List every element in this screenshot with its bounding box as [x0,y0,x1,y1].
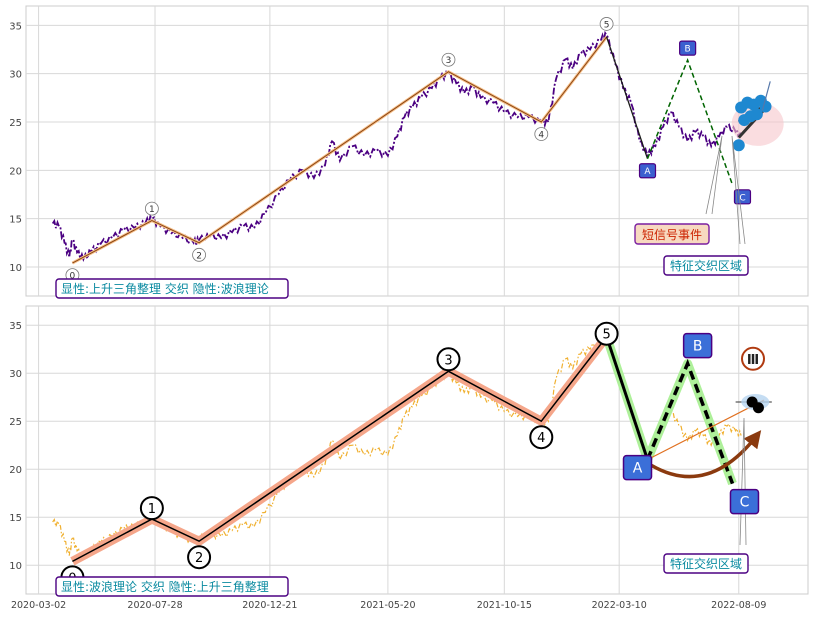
top-triangle-marker [732,139,745,152]
x-tick-label: 2021-05-20 [360,600,415,611]
bottom-y-tick-label: 25 [9,417,22,428]
top-y-tick-label: 25 [9,118,22,129]
bottom-roman-badge-label: Ⅲ [747,353,759,368]
top-y-tick-label: 30 [9,70,22,81]
top-wave-label-5: 5 [604,20,610,30]
top-wave-marker-2 [192,247,206,262]
bottom-wave-label-4: 4 [537,431,545,446]
top-wave-label-3: 3 [446,56,452,66]
top-panel: 10 15 20 25 30 35 0 1 2 3 4 5 A B C 短信号事件特征交织区域显性:上升三角整… [9,5,809,299]
x-tick-label: 2021-10-15 [477,600,532,611]
bottom-abc-line-a [605,336,649,461]
bottom-abc-marker-B [682,332,713,359]
bottom-abc-label-B: B [693,339,703,355]
top-abc-label-C: C [739,193,745,203]
top-abc-line-a [605,36,649,159]
bottom-zone-label: 特征交织区域 [670,556,742,571]
x-tick-label: 2022-08-09 [711,600,766,611]
top-wave-line [72,36,607,264]
top-wave-label-4: 4 [538,131,544,141]
bottom-y-tick-label: 15 [9,513,22,524]
top-plot-area [25,5,809,297]
bottom-y-tick-label: 35 [9,321,22,332]
x-tick-label: 2020-07-28 [127,600,182,611]
top-wave-marker-4 [534,127,549,141]
bottom-wave-marker-5 [594,321,619,346]
top-zone-label: 特征交织区域 [670,258,742,273]
bottom-abc-line-bc [645,358,735,485]
top-y-tick-label: 35 [9,21,22,32]
top-y-tick-label: 20 [9,166,22,177]
bottom-wave-line [72,336,608,563]
top-wave-label-0: 0 [70,272,76,282]
x-axis: 2020-03-02 2020-07-28 2020-12-21 2021-05-20… [11,600,766,611]
bottom-pattern-label: 显性:波浪理论 交织 隐性:上升三角整理 [61,579,269,594]
top-abc-marker-B [679,40,697,56]
bottom-breakout-arrow [650,430,762,479]
bottom-roman-badge [741,346,765,371]
bottom-triangle-support [647,399,765,461]
bottom-abc-label-A: A [633,461,643,477]
bottom-wave-label-1: 1 [148,502,156,517]
x-tick-label: 2020-03-02 [11,600,66,611]
top-triangle-marker [759,100,772,113]
bottom-panel: 101520253035Ⅲ012345ABC特征交织区域显性:波浪理论 交织 隐… [9,305,809,597]
x-tick-label: 2022-03-10 [592,600,647,611]
top-y-tick-label: 15 [9,215,22,226]
bottom-triangle-marker [752,402,764,414]
top-wave-marker-3 [441,52,456,67]
bottom-y-tick-label: 20 [9,465,22,476]
top-short-signal-label: 短信号事件 [642,228,702,242]
top-abc-label-B: B [685,45,691,55]
top-wave-label-2: 2 [196,251,202,261]
top-abc-marker-A [638,163,657,179]
top-signal-zone [731,101,784,146]
top-wave-marker-5 [599,17,614,31]
top-short-signal-box [634,223,710,245]
top-y-tick-label: 10 [9,263,22,274]
bottom-plot-area [25,305,809,595]
bottom-wave-marker-3 [436,347,461,372]
top-breakout-arrow [761,81,771,111]
bottom-abc-label-C: C [740,495,750,511]
top-pattern-box [55,278,289,299]
bottom-y-tick-label: 30 [9,369,22,380]
bottom-wave-label-2: 2 [195,551,203,566]
bottom-zone-box [663,553,749,574]
bottom-pattern-box [55,576,289,597]
top-triangle-marker [750,108,763,121]
bottom-wave-label-3: 3 [444,353,452,368]
top-abc-label-A: A [644,167,651,177]
bottom-y-tick-label: 10 [9,561,22,572]
bottom-abc-marker-A [622,454,653,481]
top-wave-label-1: 1 [149,205,155,215]
bottom-wave-marker-1 [139,496,164,521]
top-abc-line-bc [646,58,734,186]
bottom-abc-marker-C [729,488,760,515]
top-pattern-label: 显性:上升三角整理 交织 隐性:波浪理论 [61,281,269,296]
bottom-wave-marker-4 [529,425,554,450]
top-zone-leader [731,135,746,245]
top-abc-marker-C [733,189,752,205]
bottom-wave-label-5: 5 [602,328,610,343]
top-zone-box [663,255,749,276]
top-wave-marker-1 [144,201,159,216]
bottom-wave-marker-2 [187,545,212,570]
x-tick-label: 2020-12-21 [242,600,297,611]
top-short-signal-leader [705,135,723,215]
